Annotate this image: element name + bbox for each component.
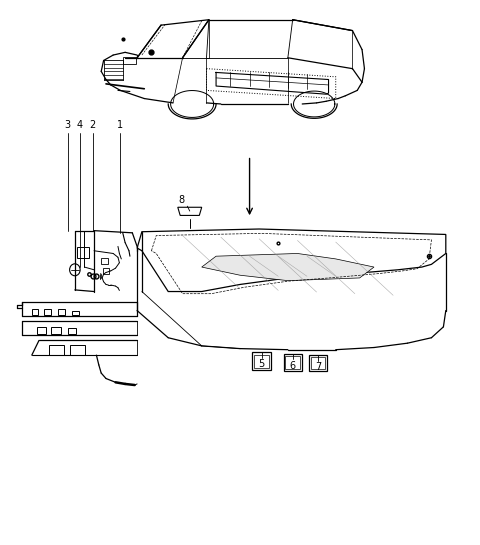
Bar — [32, 310, 38, 316]
Bar — [51, 327, 60, 335]
Bar — [68, 328, 76, 335]
Bar — [123, 57, 136, 64]
Text: 5: 5 — [258, 360, 264, 370]
Polygon shape — [137, 229, 446, 292]
Bar — [284, 354, 302, 372]
Bar — [254, 355, 269, 368]
Text: 8: 8 — [179, 195, 185, 204]
Polygon shape — [178, 207, 202, 215]
Bar — [48, 345, 64, 355]
Text: 7: 7 — [315, 362, 321, 372]
Bar — [70, 345, 85, 355]
Text: 1: 1 — [117, 120, 123, 130]
Polygon shape — [202, 253, 374, 281]
Bar — [252, 353, 271, 370]
Text: 4: 4 — [77, 120, 83, 130]
Text: 3: 3 — [65, 120, 71, 130]
Bar — [312, 358, 324, 370]
Bar — [44, 310, 51, 316]
Bar — [72, 311, 79, 316]
Bar — [77, 247, 89, 258]
Bar — [310, 355, 326, 372]
Bar — [101, 258, 108, 264]
Bar — [286, 356, 300, 370]
Bar — [103, 268, 109, 274]
Text: 6: 6 — [289, 361, 296, 371]
Text: 2: 2 — [89, 120, 96, 130]
Bar — [58, 310, 65, 316]
Bar — [36, 327, 46, 335]
